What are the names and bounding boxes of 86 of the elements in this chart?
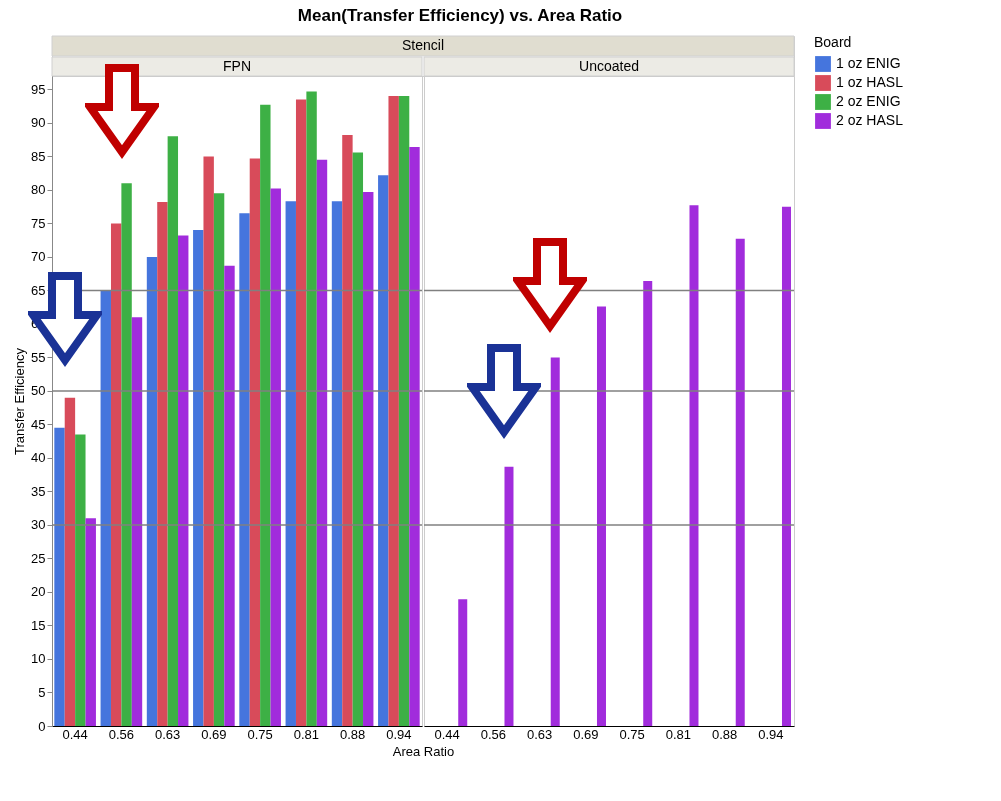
bar <box>295 99 307 726</box>
x-tick-label: 0.81 <box>293 726 320 742</box>
bar <box>285 201 296 726</box>
y-tick-label: 75 <box>31 215 46 231</box>
bar <box>504 466 514 726</box>
bar <box>193 230 204 726</box>
bar <box>146 256 158 726</box>
x-tick-label: 0.69 <box>573 726 599 742</box>
y-tick-label: 25 <box>31 550 46 566</box>
bar <box>54 427 65 726</box>
bar <box>203 156 214 726</box>
y-tick-label: 65 <box>31 282 46 298</box>
y-tick-label: 55 <box>31 349 46 365</box>
bar <box>260 104 271 726</box>
bar <box>352 152 364 726</box>
x-tick-label: 0.63 <box>526 726 553 742</box>
bar <box>735 238 745 726</box>
bar <box>409 147 420 726</box>
y-tick-label: 0 <box>38 718 46 734</box>
bar <box>75 434 86 726</box>
legend-label: 2 oz HASL <box>836 112 904 128</box>
text: Mean(Transfer Efficiency) vs. Area Ratio <box>296 6 624 26</box>
bar <box>249 158 261 726</box>
bar <box>131 317 143 726</box>
bar <box>596 306 606 726</box>
y-tick-label: 40 <box>31 450 46 466</box>
x-tick-label: 0.88 <box>711 726 738 742</box>
bar <box>121 183 132 726</box>
x-tick-label: 0.81 <box>665 726 692 742</box>
bar <box>224 265 235 726</box>
bar <box>398 96 410 726</box>
y-tick-label: 85 <box>31 148 46 164</box>
y-tick-label: 70 <box>31 249 46 265</box>
legend-label: 1 oz HASL <box>836 74 904 90</box>
y-tick-label: 45 <box>31 416 46 432</box>
chart-subtitle: Stencil <box>401 37 445 53</box>
y-tick-label: 5 <box>38 684 46 700</box>
y-tick-label: 15 <box>31 617 46 633</box>
y-tick-label: 50 <box>31 383 46 399</box>
bar <box>378 175 389 726</box>
bar <box>342 134 353 726</box>
legend-label: 2 oz ENIG <box>836 93 901 109</box>
text: Uncoated <box>579 57 639 74</box>
x-tick-label: 0.88 <box>339 726 366 742</box>
bar <box>643 281 653 726</box>
y-tick-label: 95 <box>31 81 46 97</box>
y-tick-label: 20 <box>31 584 46 600</box>
bar <box>157 201 168 726</box>
x-tick-label: 0.69 <box>201 726 227 742</box>
bar <box>388 96 399 726</box>
bar <box>213 193 225 726</box>
y-tick-label: 90 <box>31 115 46 131</box>
legend-label: 1 oz ENIG <box>836 55 901 71</box>
bar <box>316 159 328 726</box>
x-tick-label: 0.56 <box>108 726 135 742</box>
bar <box>239 213 250 726</box>
bar <box>167 136 179 726</box>
x-tick-label: 0.63 <box>154 726 181 742</box>
x-tick-label: 0.94 <box>386 726 412 742</box>
x-axis-title: Area Ratio <box>392 743 455 759</box>
bar <box>270 188 281 726</box>
bar <box>550 357 560 726</box>
bar <box>178 235 189 726</box>
bar <box>110 223 122 726</box>
bar <box>306 91 317 726</box>
bar <box>100 290 111 726</box>
bar <box>85 518 96 726</box>
text: FPN <box>223 57 251 74</box>
x-tick-label: 0.75 <box>247 726 273 742</box>
x-tick-label: 0.94 <box>758 726 784 742</box>
bar <box>363 191 374 726</box>
bar <box>64 397 76 726</box>
y-tick-label: 80 <box>31 182 46 198</box>
y-tick-label: 30 <box>31 517 46 533</box>
bar <box>331 201 343 726</box>
y-tick-label: 10 <box>31 651 46 667</box>
y-tick-label: 35 <box>31 483 46 499</box>
x-tick-label: 0.56 <box>480 726 507 742</box>
x-tick-label: 0.44 <box>62 726 88 742</box>
x-tick-label: 0.75 <box>619 726 645 742</box>
legend-title: Board <box>814 34 852 50</box>
bar <box>458 599 468 726</box>
bar <box>781 206 791 726</box>
bar <box>689 205 699 726</box>
x-tick-label: 0.44 <box>434 726 460 742</box>
y-axis-title: Transfer Efficiency <box>12 347 28 455</box>
